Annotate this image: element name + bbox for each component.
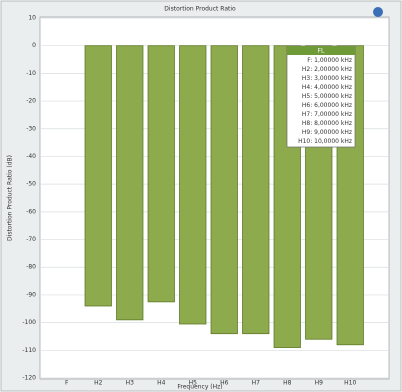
bar [84,45,112,307]
legend-entry: H3: 3,00000 kHz [302,75,352,82]
y-tick-label: -80 [26,264,36,271]
legend-entry: H6: 6,00000 kHz [302,102,352,109]
bar [210,45,238,335]
legend-entry: H4: 4,00000 kHz [302,84,352,91]
legend-box [286,45,356,148]
y-tick-label: -110 [22,347,36,354]
legend-entry: H9: 9,00000 kHz [302,129,352,136]
y-tick-label: 0 [32,42,36,49]
legend-entry: H2: 2,00000 kHz [302,66,352,73]
y-tick-label: 10 [28,15,36,22]
y-tick-label: -100 [22,319,36,326]
legend-entry: H10: 10,0000 kHz [298,138,352,145]
y-tick-label: -90 [26,291,36,298]
y-tick-label: -120 [22,375,36,382]
bar [147,45,175,303]
legend-entry: H5: 5,00000 kHz [302,93,352,100]
chart-title: Distortion Product Ratio [164,6,236,13]
x-tick-label: H10 [344,380,356,387]
y-tick-label: -50 [26,181,36,188]
bar [242,45,270,335]
legend-entry: F: 1,00000 kHz [307,57,352,64]
y-tick-label: -40 [26,153,36,160]
y-tick-label: -60 [26,208,36,215]
legend-header [287,46,355,55]
x-tick-label: H7 [252,380,261,387]
logo [373,7,383,17]
x-tick-label: H9 [315,380,324,387]
bar [116,45,144,321]
x-tick-label: H2 [94,380,103,387]
x-tick-label: F [65,380,69,387]
legend-title: FL [318,48,325,55]
x-tick-label: H6 [220,380,229,387]
legend-entry: H7: 7,00000 kHz [302,111,352,118]
x-tick-label: H5 [189,380,198,387]
x-tick-label: H4 [157,380,166,387]
x-tick-label: H3 [126,380,135,387]
y-axis-label: Distortion Product Ratio (dB) [7,155,14,241]
legend-entry: H8: 8,00000 kHz [302,120,352,127]
bar [179,45,207,325]
y-tick-label: -70 [26,236,36,243]
y-tick-label: -30 [26,125,36,132]
x-tick-label: H8 [283,380,292,387]
y-tick-label: -20 [26,98,36,105]
x-axis-label: Frequency (Hz) [177,384,222,391]
y-tick-label: -10 [26,70,36,77]
